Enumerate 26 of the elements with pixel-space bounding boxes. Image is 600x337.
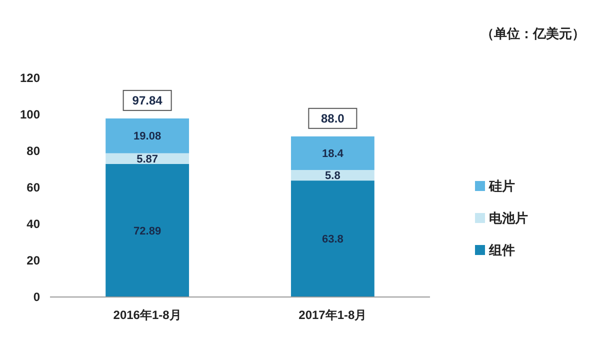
total-label: 88.0 [321, 112, 345, 126]
x-tick-label: 2016年1-8月 [113, 308, 182, 322]
data-label: 72.89 [134, 225, 162, 238]
legend-label: 组件 [488, 242, 515, 258]
y-tick-label: 100 [20, 108, 40, 122]
y-tick-label: 20 [26, 254, 40, 268]
data-label: 19.08 [134, 130, 162, 143]
legend-label: 硅片 [488, 178, 515, 194]
bar [290, 180, 374, 297]
text: （单位：亿美元） [481, 26, 585, 41]
legend-label: 电池片 [489, 210, 528, 226]
bar [290, 136, 374, 170]
data-label: 5.8 [325, 170, 340, 182]
y-tick-label: 40 [26, 217, 40, 232]
y-tick-label: 0 [33, 290, 40, 304]
y-tick-label: 120 [20, 71, 40, 86]
total-label: 97.84 [132, 94, 163, 108]
data-label: 63.8 [322, 234, 344, 246]
bar [290, 170, 374, 181]
bar [106, 118, 190, 154]
y-tick-label: 60 [26, 180, 40, 195]
x-tick-label: 2017年1-8月 [298, 308, 367, 322]
data-label: 5.87 [136, 153, 158, 166]
bar [106, 164, 190, 297]
y-tick-label: 80 [26, 144, 40, 158]
data-label: 18.4 [322, 148, 344, 160]
